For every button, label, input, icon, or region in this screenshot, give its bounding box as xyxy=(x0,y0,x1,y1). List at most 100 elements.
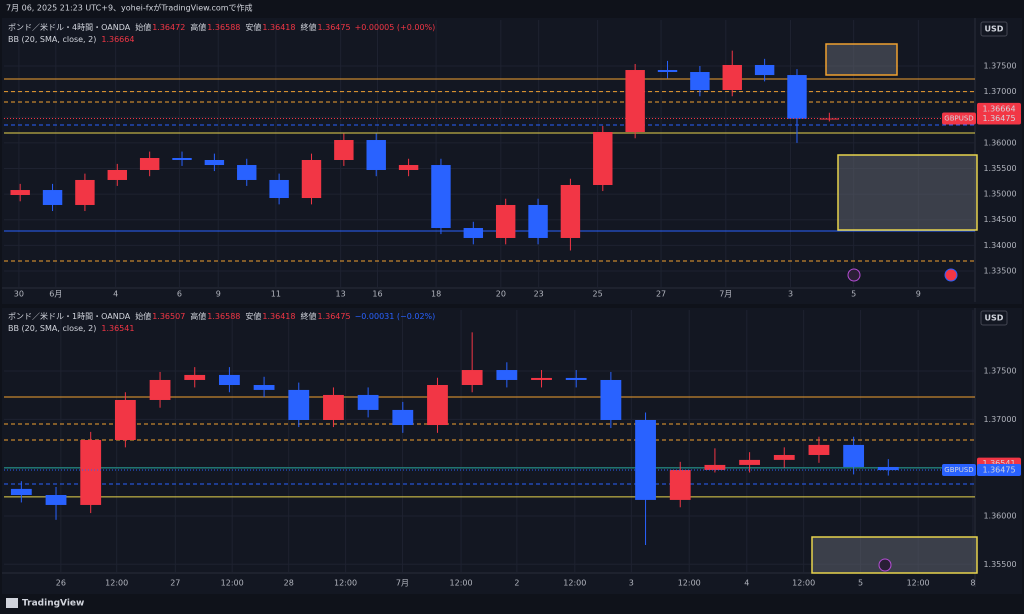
indicator-label: BB (20, SMA, close, 2) xyxy=(8,324,96,333)
candle-body xyxy=(357,394,379,410)
candle-body xyxy=(431,165,451,228)
drawing-box xyxy=(811,536,978,574)
legend-value: 1.36588 xyxy=(207,23,240,32)
drawing-box xyxy=(825,43,898,76)
candle-body xyxy=(754,64,775,76)
candle-body xyxy=(219,374,240,386)
x-tick-label: 12:00 xyxy=(334,579,357,588)
candle-body xyxy=(42,190,63,205)
drawing-box xyxy=(837,154,978,231)
legend-label: 始値 xyxy=(135,22,151,32)
y-tick-label: 1.37500 xyxy=(983,62,1016,71)
candle-body xyxy=(75,179,95,205)
x-tick-label: 3 xyxy=(788,290,793,299)
indicator-tag xyxy=(977,102,1021,115)
x-tick-label: 12:00 xyxy=(221,579,244,588)
x-tick-label: 18 xyxy=(431,290,441,299)
price-tag-value: 1.36475 xyxy=(982,466,1015,475)
legend-value: 1.36588 xyxy=(207,312,240,321)
candle-body xyxy=(45,494,67,505)
legend-label: 始値 xyxy=(135,311,151,321)
event-icon[interactable] xyxy=(847,268,861,282)
candle-body xyxy=(463,227,484,238)
symbol-tag xyxy=(942,112,976,125)
event-icon[interactable] xyxy=(878,558,892,572)
y-tick-label: 1.35000 xyxy=(983,190,1016,199)
price-tag xyxy=(977,464,1021,477)
x-tick-label: 28 xyxy=(284,579,294,588)
legend-value: 1.36475 xyxy=(317,23,350,32)
x-tick-label: 30 xyxy=(14,290,24,299)
candle-body xyxy=(10,190,30,195)
flag-icon[interactable] xyxy=(944,268,958,282)
legend-label: 終値 xyxy=(300,311,316,321)
indicator-legend: BB (20, SMA, close, 2) 1.36541 xyxy=(8,324,134,333)
y-tick-label: 1.36000 xyxy=(983,138,1016,147)
candle-body xyxy=(461,370,483,386)
candle-body xyxy=(657,70,678,73)
legend-value: 1.36418 xyxy=(262,23,295,32)
candle-body xyxy=(843,444,865,467)
x-tick-label: 2 xyxy=(514,579,519,588)
currency-box xyxy=(980,21,1008,37)
candle-body xyxy=(139,157,160,170)
candle-body xyxy=(773,454,795,460)
candle-body xyxy=(635,419,656,500)
currency-box xyxy=(980,310,1008,326)
x-tick-label: 23 xyxy=(534,290,544,299)
x-tick-label: 4 xyxy=(113,290,118,299)
x-tick-label: 3 xyxy=(629,579,634,588)
x-tick-label: 6月 xyxy=(49,290,62,299)
candle-body xyxy=(149,379,171,400)
indicator-value: 1.36664 xyxy=(101,35,134,44)
currency: USD xyxy=(985,314,1004,323)
indicator-value: 1.36541 xyxy=(101,324,134,333)
legend-value: 1.36475 xyxy=(317,312,350,321)
candle-body xyxy=(495,204,516,238)
candle-body xyxy=(288,389,310,420)
x-tick-label: 6 xyxy=(177,290,182,299)
indicator-label: BB (20, SMA, close, 2) xyxy=(8,35,96,44)
x-tick-label: 27 xyxy=(170,579,180,588)
symbol-tag-label: GBPUSD xyxy=(944,466,973,474)
legend-value: 1.36507 xyxy=(152,312,185,321)
currency: USD xyxy=(985,25,1004,34)
x-tick-label: 8 xyxy=(970,579,975,588)
y-tick-label: 1.37000 xyxy=(983,415,1016,424)
brand-logo xyxy=(6,598,18,608)
x-tick-label: 27 xyxy=(656,290,666,299)
x-tick-label: 11 xyxy=(271,290,281,299)
candle-body xyxy=(600,379,622,420)
legend-title: ポンド／米ドル・1時間・OANDA xyxy=(8,311,131,321)
legend-label: 安値 xyxy=(245,311,261,321)
x-tick-label: 25 xyxy=(593,290,603,299)
legend-value: 1.36472 xyxy=(152,23,185,32)
x-tick-label: 12:00 xyxy=(678,579,701,588)
candle-body xyxy=(204,159,225,166)
candle-body xyxy=(877,466,899,471)
charts: 1.33500 1.34000 1.34500 1.35000 1.35500 1.360… xyxy=(2,18,1021,588)
indicator-tag-value: 1.36664 xyxy=(982,104,1015,113)
y-tick-label: 1.35500 xyxy=(983,560,1016,569)
legend-label: 終値 xyxy=(300,22,316,32)
x-tick-label: 12:00 xyxy=(907,579,930,588)
candle-body xyxy=(392,409,414,426)
candle-body xyxy=(787,75,807,119)
candle-body xyxy=(253,385,275,390)
candle-body xyxy=(669,469,691,500)
candle-body xyxy=(704,464,726,470)
candle-body xyxy=(184,374,206,380)
candle-body xyxy=(114,399,136,441)
x-tick-label: 13 xyxy=(336,290,346,299)
x-tick-label: 12:00 xyxy=(105,579,128,588)
legend: ポンド／米ドル・1時間・OANDA 始値1.36507 高値1.36588 安値 1.3… xyxy=(8,311,435,321)
candle-body xyxy=(808,444,830,455)
x-tick-label: 12:00 xyxy=(563,579,586,588)
legend-change: +0.00005 (+0.00%) xyxy=(355,23,436,32)
x-tick-label: 5 xyxy=(858,579,863,588)
legend-label: 高値 xyxy=(190,311,206,321)
candle-body xyxy=(531,377,552,380)
candle-body xyxy=(690,72,710,90)
x-tick-label: 9 xyxy=(916,290,921,299)
